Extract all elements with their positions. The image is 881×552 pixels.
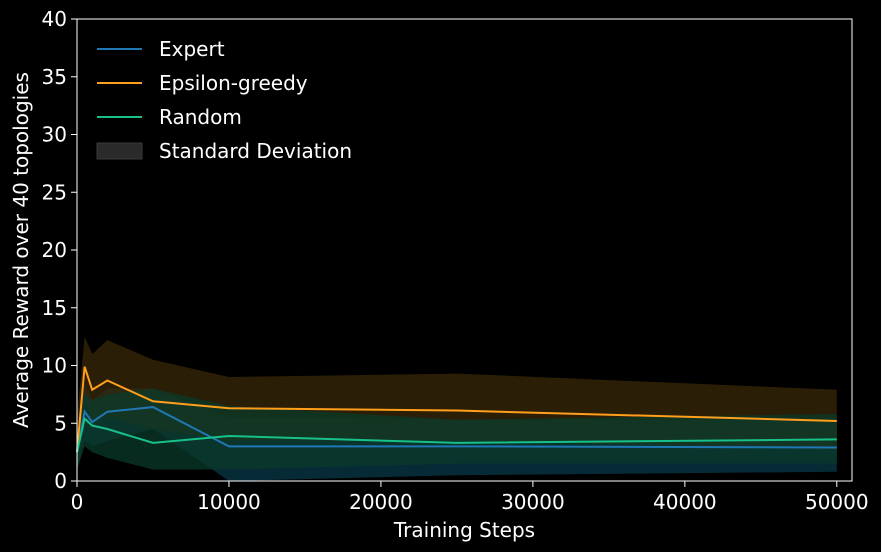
x-tick-label: 0 bbox=[71, 490, 84, 514]
y-tick-label: 25 bbox=[42, 180, 67, 204]
legend-swatch-standard-deviation bbox=[96, 142, 143, 160]
legend-label-random: Random bbox=[159, 105, 242, 129]
std-bands bbox=[77, 336, 837, 481]
legend-label-expert: Expert bbox=[159, 37, 225, 61]
x-tick-label: 40000 bbox=[653, 490, 717, 514]
y-tick-label: 20 bbox=[42, 238, 67, 262]
x-axis: 0 10000 20000 30000 40000 50000 bbox=[71, 481, 869, 514]
y-axis-label: Average Reward over 40 topologies bbox=[9, 72, 33, 428]
series-line-random bbox=[76, 416, 837, 453]
y-tick-label: 35 bbox=[42, 65, 67, 89]
series-line-epsilon-greedy bbox=[76, 366, 837, 453]
y-tick-label: 10 bbox=[42, 354, 67, 378]
x-tick-label: 10000 bbox=[197, 490, 261, 514]
x-axis-label: Training Steps bbox=[393, 518, 535, 542]
y-tick-label: 40 bbox=[42, 7, 67, 31]
series-line-expert bbox=[76, 406, 837, 453]
legend-label-epsilon-greedy: Epsilon-greedy bbox=[159, 71, 308, 95]
legend-label-standard-deviation: Standard Deviation bbox=[159, 139, 352, 163]
y-tick-label: 5 bbox=[54, 411, 67, 435]
x-tick-label: 30000 bbox=[501, 490, 565, 514]
y-tick-label: 30 bbox=[42, 123, 67, 147]
legend: Expert Epsilon-greedy Random Standard Devia… bbox=[96, 37, 352, 163]
y-tick-label: 0 bbox=[54, 469, 67, 493]
x-tick-label: 20000 bbox=[349, 490, 413, 514]
y-axis: 0 5 10 15 20 25 30 35 40 bbox=[42, 7, 77, 493]
x-tick-label: 50000 bbox=[805, 490, 869, 514]
series-lines bbox=[76, 366, 837, 453]
y-tick-label: 15 bbox=[42, 296, 67, 320]
